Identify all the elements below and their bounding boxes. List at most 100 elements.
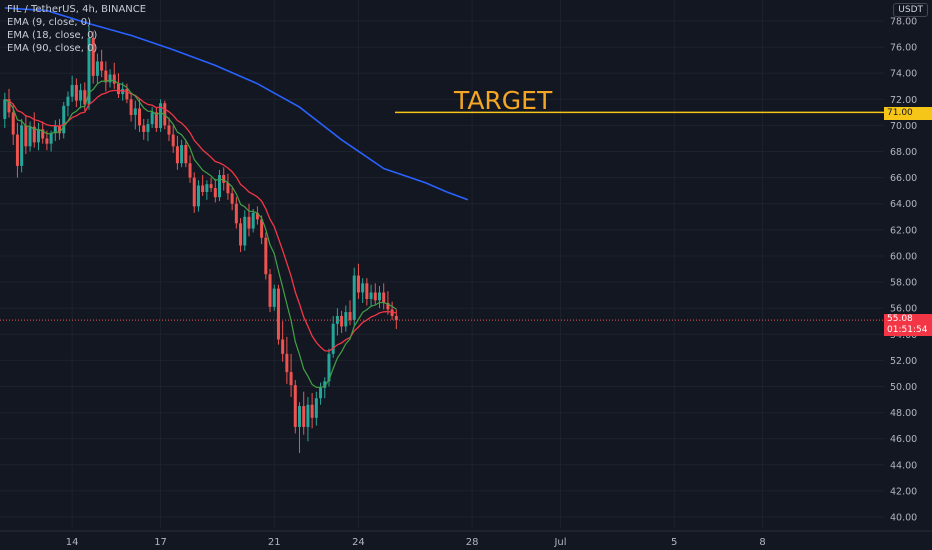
candle-body [95,61,99,76]
candle-body [340,315,344,327]
candle-body [377,292,381,301]
candle-body [319,387,323,399]
candle-body [66,96,70,106]
price-tick-label: 62.00 [890,225,917,236]
candle-body [394,315,398,321]
price-tick-label: 76.00 [890,43,917,54]
candle-body [310,404,314,418]
candle-body [184,145,188,164]
candle-body [264,237,268,275]
candle-body [175,146,179,164]
time-tick-label: 5 [671,537,677,548]
time-tick-label: 21 [268,537,281,548]
candle-body [209,184,213,189]
price-tick-label: 72.00 [890,95,917,106]
candle-body [281,339,285,354]
candle-body [79,90,83,101]
candle-body [234,203,238,224]
candle-body [24,125,28,147]
currency-button[interactable]: USDT [893,3,928,17]
price-tick-label: 56.00 [890,304,917,315]
candle-body [104,70,108,83]
time-tick-label: 8 [759,537,765,548]
candle-body [272,288,276,307]
candle-body [361,283,365,293]
candle-body [251,212,255,229]
candle-body [20,125,24,166]
candle-body [260,219,264,238]
candle-body [11,112,15,135]
candle-body [188,163,192,178]
candle-body [159,103,163,129]
candle-body [356,275,360,293]
bar-countdown: 01:51:54 [887,325,928,335]
candle-body [352,275,356,320]
candle-body [314,398,318,418]
candle-body [41,129,45,139]
time-tick-label: 24 [352,537,365,548]
candle-body [3,99,7,119]
candle-body [369,292,373,300]
price-tick-label: 48.00 [890,408,917,419]
candle-body [289,372,293,386]
candle-body [28,126,32,147]
candle-body [150,112,154,125]
candle-body [15,134,19,166]
candle-body [268,274,272,307]
candle-body [45,138,49,144]
candle-body [331,323,335,354]
candle-body [83,90,87,105]
target-annotation[interactable]: TARGET [454,86,553,115]
ema-18-path [4,89,397,352]
candle-body [298,406,301,427]
candle-body [196,185,200,207]
legend-ema-90[interactable]: EMA (90, close, 0) [7,43,98,54]
legend-ema-9[interactable]: EMA (9, close, 0) [7,17,91,28]
candlestick-series [3,26,398,454]
last-price: 55.08 [887,314,913,324]
candle-body [306,404,310,427]
price-tick-label: 70.00 [890,121,917,132]
time-axis: 14 17 21 24 28 Jul 5 8 [66,537,766,548]
candle-body [327,353,331,382]
ema-9-line [4,79,397,389]
price-tick-label: 46.00 [890,434,917,445]
candle-body [348,312,352,320]
time-tick-label: 17 [154,537,167,548]
legend-ema-18[interactable]: EMA (18, close, 0) [7,30,98,41]
last-price-tag: 55.08 01:51:54 [884,314,932,336]
candle-body [218,175,222,198]
ema-90-path [4,7,469,201]
candle-body [205,184,209,192]
candle-body [285,353,289,373]
candle-body [344,312,348,327]
candle-body [116,83,120,95]
chart-legend: FIL / TetherUS, 4h, BINANCE EMA (9, clos… [7,3,146,55]
target-price-tag: 71.00 [884,107,932,120]
candle-body [373,292,377,301]
candle-body [87,37,91,105]
price-tick-label: 60.00 [890,251,917,262]
candle-body [58,125,62,134]
candle-body [171,134,175,147]
candle-body [335,315,339,324]
chart-overlays [0,111,884,321]
candle-body [302,406,306,427]
candle-body [49,133,53,144]
candle-body [53,125,57,134]
candle-body [323,381,327,388]
candle-body [100,61,104,71]
candle-body [91,37,95,76]
candle-body [108,74,112,83]
candle-body [293,385,297,427]
candle-body [142,125,146,132]
symbol-title[interactable]: FIL / TetherUS, 4h, BINANCE [7,4,147,15]
price-tick-label: 66.00 [890,173,917,184]
ema-18-line [4,89,397,352]
candle-body [201,185,205,192]
candle-body [146,124,150,132]
ema-9-path [4,79,397,389]
candle-body [167,125,171,135]
candle-body [7,99,11,113]
